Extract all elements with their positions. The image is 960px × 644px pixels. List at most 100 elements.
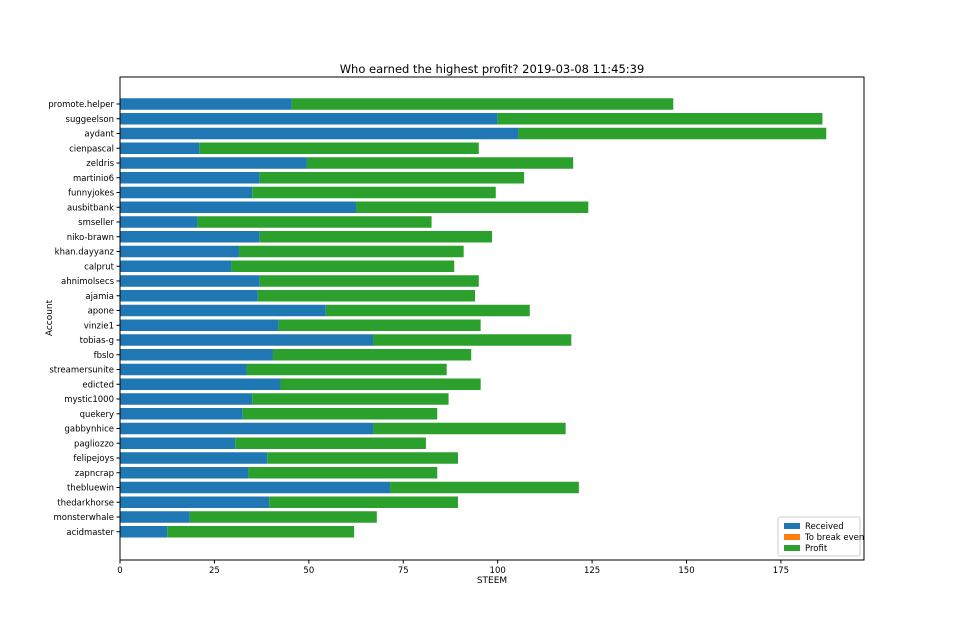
y-tick-label: gabbynhice xyxy=(65,425,114,435)
x-tick-label: 100 xyxy=(490,566,506,576)
bar-received xyxy=(120,422,374,435)
bar-received xyxy=(120,349,273,361)
bar-received xyxy=(120,408,243,420)
y-tick-label: thedarkhorse xyxy=(57,498,114,508)
bar-profit xyxy=(189,511,377,523)
bar-received xyxy=(120,245,239,258)
legend-swatch xyxy=(784,534,800,540)
bar-received xyxy=(120,98,292,110)
y-tick-label: mystic1000 xyxy=(64,395,114,405)
bar-received xyxy=(120,319,279,331)
y-tick-label: fbslo xyxy=(94,351,114,361)
bar-profit xyxy=(197,216,432,228)
bar-received xyxy=(120,275,260,287)
legend-entry: Profit xyxy=(805,544,828,554)
y-tick-label: acidmaster xyxy=(66,528,114,538)
x-tick-label: 150 xyxy=(678,566,694,576)
bar-profit xyxy=(235,437,426,449)
bar-received xyxy=(120,496,270,508)
bar-received xyxy=(120,363,247,376)
y-tick-label: apone xyxy=(88,307,114,317)
bar-received xyxy=(120,216,198,228)
y-tick-label: calprut xyxy=(84,262,115,272)
y-tick-label: niko-brawn xyxy=(67,233,114,243)
bar-received xyxy=(120,127,519,140)
y-tick-label: felipejoys xyxy=(73,454,114,464)
y-tick-label: streamersunite xyxy=(49,366,114,376)
bar-received xyxy=(120,452,268,464)
bar-received xyxy=(120,186,253,199)
bar-profit xyxy=(267,452,459,464)
bar-received xyxy=(120,201,357,213)
y-tick-label: ausbitbank xyxy=(67,203,114,213)
bar-received xyxy=(120,526,168,538)
chart-title: Who earned the highest profit? 2019-03-0… xyxy=(340,62,645,76)
y-tick-label: aydant xyxy=(84,130,114,140)
legend-swatch xyxy=(784,545,800,551)
bar-received xyxy=(120,304,326,317)
bar-received xyxy=(120,481,391,494)
bar-received xyxy=(120,157,307,169)
bar-profit xyxy=(269,496,459,508)
bar-received xyxy=(120,467,249,479)
bar-profit xyxy=(373,422,566,435)
bar-received xyxy=(120,172,260,184)
y-tick-label: smseller xyxy=(78,218,114,228)
y-tick-label: zeldris xyxy=(86,159,114,169)
x-tick-label: 175 xyxy=(773,566,789,576)
bar-received xyxy=(120,142,200,154)
bar-profit xyxy=(246,363,447,376)
bar-profit xyxy=(248,467,438,479)
bars-layer xyxy=(120,98,827,538)
bar-received xyxy=(120,393,253,405)
bar-received xyxy=(120,290,258,302)
bar-profit xyxy=(167,526,355,538)
legend-entry: Received xyxy=(805,522,844,532)
x-tick-label: 75 xyxy=(398,566,409,576)
y-tick-label: tobias-g xyxy=(80,336,114,346)
x-axis-label: STEEM xyxy=(477,576,507,586)
bar-received xyxy=(120,260,232,272)
bar-profit xyxy=(252,186,496,199)
bar-profit xyxy=(242,408,438,420)
y-axis: promote.helper suggeelson aydant cienpascal… xyxy=(48,100,120,538)
y-tick-label: khan.dayyanz xyxy=(55,248,115,258)
bar-profit xyxy=(390,481,579,494)
bar-profit xyxy=(497,113,823,125)
y-tick-label: vinzie1 xyxy=(84,321,114,331)
x-tick-label: 0 xyxy=(117,566,122,576)
bar-received xyxy=(120,113,498,125)
bar-profit xyxy=(259,275,479,287)
y-tick-label: cienpascal xyxy=(69,144,114,154)
bar-profit xyxy=(373,334,572,346)
y-tick-label: zapncrap xyxy=(75,469,114,479)
y-tick-label: pagliozzo xyxy=(74,439,114,449)
bar-profit xyxy=(238,245,464,258)
bar-profit xyxy=(259,231,492,243)
y-tick-label: edicted xyxy=(82,380,114,390)
plot-frame xyxy=(119,76,865,561)
bar-profit xyxy=(199,142,479,154)
bar-profit xyxy=(280,378,481,390)
x-tick-label: 25 xyxy=(209,566,220,576)
y-tick-label: ajamia xyxy=(85,292,114,302)
bar-received xyxy=(120,378,281,390)
bar-profit xyxy=(291,98,674,110)
bar-profit xyxy=(306,157,574,169)
bar-profit xyxy=(231,260,455,272)
y-tick-label: monsterwhale xyxy=(54,513,115,523)
legend-swatch xyxy=(784,523,800,529)
y-tick-label: quekery xyxy=(80,410,114,420)
bar-profit xyxy=(356,201,589,213)
x-axis: 0 25 50 75 100 125 150 175 xyxy=(117,560,789,576)
y-tick-label: promote.helper xyxy=(48,100,114,110)
bar-profit xyxy=(278,319,481,331)
x-tick-label: 50 xyxy=(303,566,314,576)
y-tick-label: funnyjokes xyxy=(68,189,115,199)
bar-profit xyxy=(257,290,476,302)
bar-received xyxy=(120,334,374,346)
bar-received xyxy=(120,231,260,243)
